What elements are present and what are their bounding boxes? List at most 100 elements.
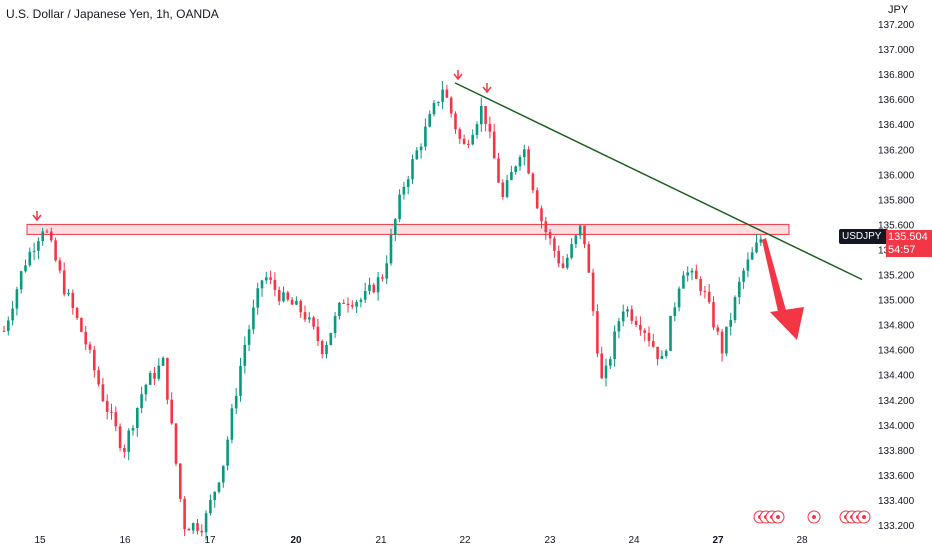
candle-body [28, 251, 32, 266]
candle [389, 228, 393, 266]
candle-body [191, 523, 195, 531]
candle-body [720, 331, 724, 354]
candle-body [742, 270, 745, 282]
candle-body [725, 326, 728, 354]
candle [222, 465, 225, 488]
candle [325, 341, 328, 359]
candle [484, 105, 487, 132]
candle-body [213, 491, 216, 500]
candle-body [363, 291, 367, 300]
candle [114, 406, 118, 432]
candle [634, 316, 638, 327]
candle [402, 182, 406, 200]
candle-body [587, 244, 591, 273]
y-tick-label: 136.000 [878, 170, 915, 181]
candle [45, 229, 49, 234]
candle [437, 101, 440, 107]
candle [652, 333, 655, 348]
candle [243, 336, 247, 374]
candle-body [131, 428, 135, 431]
candle [230, 403, 234, 444]
candle [742, 268, 745, 289]
candle [497, 152, 500, 184]
candle [686, 266, 689, 282]
x-tick-label: 16 [119, 535, 131, 546]
candle [449, 96, 453, 118]
x-tick-label: 15 [34, 535, 46, 546]
event-dot [862, 515, 866, 519]
candle-body [652, 341, 655, 347]
candle-body [566, 257, 569, 268]
candle-body [32, 250, 36, 252]
candle [699, 276, 702, 296]
candle-body [351, 305, 354, 307]
candle-body [707, 291, 711, 303]
candle [600, 346, 603, 380]
candle [703, 286, 707, 299]
candle-body [501, 182, 505, 198]
y-tick-label: 137.200 [878, 20, 915, 31]
candle-body [467, 143, 470, 145]
y-tick-label: 136.200 [878, 145, 915, 156]
y-tick-label: 134.400 [878, 371, 915, 382]
candle [647, 326, 651, 347]
candle-body [67, 292, 70, 295]
candle [157, 358, 161, 381]
candle-body [118, 426, 122, 449]
candle-body [492, 131, 496, 159]
candle [101, 377, 105, 403]
y-tick-label: 135.800 [878, 195, 915, 206]
candle [286, 290, 290, 302]
candle-body [621, 311, 625, 322]
candle-body [71, 292, 75, 308]
candle [733, 295, 737, 324]
candle-body [729, 320, 732, 327]
y-tick-label: 133.400 [878, 496, 915, 507]
candle [759, 235, 763, 246]
candle-body [187, 529, 191, 531]
candle-body [738, 281, 741, 298]
candle [695, 264, 698, 280]
candle [144, 383, 148, 402]
candle-body [144, 384, 148, 395]
candle [97, 366, 100, 387]
candle [720, 328, 724, 362]
candle [475, 121, 479, 139]
candle [282, 286, 285, 303]
candle [385, 255, 388, 285]
y-tick-label: 133.800 [878, 446, 915, 457]
candle [19, 270, 23, 294]
arrow-shaft [762, 238, 787, 316]
candle [136, 407, 139, 437]
candle-body [277, 289, 281, 302]
candle-body [656, 346, 659, 359]
candle-body [733, 297, 737, 321]
candle-body [750, 252, 754, 260]
symbol-price-tag[interactable]: USDJPY [839, 229, 888, 244]
candle-body [411, 159, 414, 180]
candle [398, 189, 401, 223]
candle-body [105, 401, 109, 412]
candle-body [204, 513, 208, 533]
candle-body [759, 239, 763, 243]
candle-body [54, 240, 57, 261]
candle-body [406, 179, 410, 187]
candle-body [183, 498, 186, 530]
event-dot [776, 515, 780, 519]
candle [445, 84, 449, 99]
candle-body [540, 208, 543, 222]
candle [548, 228, 552, 245]
candle [613, 325, 616, 367]
candle [239, 357, 242, 402]
candle-body [703, 291, 707, 293]
candle-body [299, 300, 302, 313]
candle-body [630, 309, 634, 321]
candle-body [531, 173, 535, 191]
candle [626, 306, 629, 318]
event-flag-icon [857, 510, 871, 524]
candle [333, 312, 337, 338]
candle-body [518, 157, 522, 167]
y-tick-label: 134.600 [878, 346, 915, 357]
